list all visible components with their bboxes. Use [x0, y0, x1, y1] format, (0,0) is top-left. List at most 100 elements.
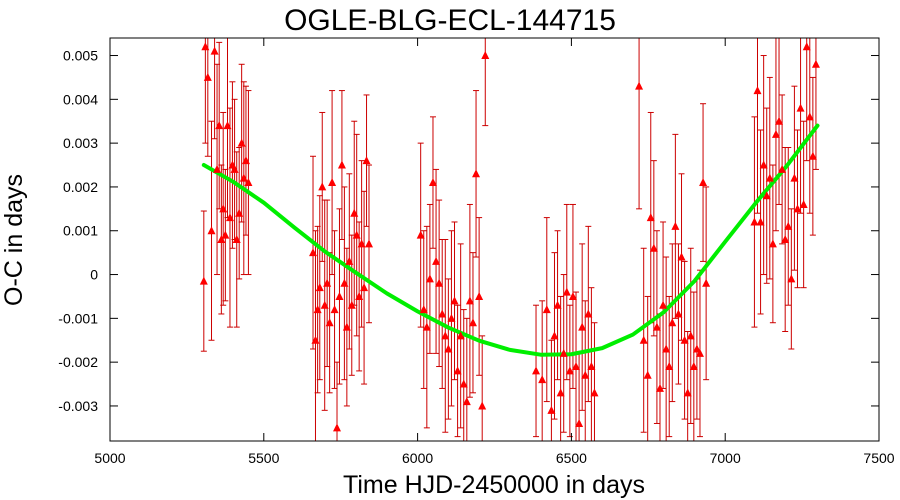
y-tick-label: -0.002	[58, 354, 98, 370]
data-point	[686, 331, 695, 340]
y-tick-label: 0.003	[63, 135, 98, 151]
fit-curve-layer	[201, 123, 820, 357]
data-point	[578, 322, 587, 331]
y-tick-label: 0.005	[63, 48, 98, 64]
error-bar	[812, 38, 819, 170]
data-point	[357, 239, 366, 248]
y-tick-label: -0.003	[58, 398, 98, 414]
data-point	[330, 305, 339, 314]
data-point	[532, 366, 541, 375]
data-point	[311, 335, 320, 344]
data-point	[468, 318, 477, 327]
data-point	[793, 204, 802, 213]
data-point	[221, 230, 230, 239]
data-point	[465, 296, 474, 305]
y-tick-label: 0	[90, 267, 98, 283]
data-point	[235, 208, 244, 217]
data-point	[435, 278, 444, 287]
data-point	[472, 169, 481, 178]
y-tick-label: -0.001	[58, 310, 98, 326]
data-point	[438, 309, 447, 318]
data-point	[668, 318, 677, 327]
y-tick-label: 0.004	[63, 91, 98, 107]
x-axis-label: Time HJD-2450000 in days	[343, 471, 645, 499]
chart-title: OGLE-BLG-ECL-144715	[284, 4, 616, 37]
data-point	[538, 375, 547, 384]
data-point	[350, 208, 359, 217]
data-point	[689, 362, 698, 371]
data-point	[425, 274, 434, 283]
error-bar	[754, 38, 761, 214]
data-point	[481, 51, 490, 60]
data-point	[683, 388, 692, 397]
data-point	[340, 278, 349, 287]
data-point	[210, 46, 219, 55]
data-point	[659, 300, 668, 309]
data-point	[811, 59, 820, 68]
x-tick-label: 7000	[710, 450, 741, 466]
data-point	[802, 42, 811, 51]
error-bars	[200, 38, 819, 441]
data-point	[237, 138, 246, 147]
data-point	[441, 331, 450, 340]
data-point	[459, 379, 468, 388]
data-point	[309, 248, 318, 257]
data-point	[559, 348, 568, 357]
error-bar	[636, 38, 643, 210]
data-point	[565, 366, 574, 375]
data-point	[762, 191, 771, 200]
data-point	[665, 362, 674, 371]
data-point	[808, 151, 817, 160]
data-point	[456, 331, 465, 340]
data-point	[213, 164, 222, 173]
data-point	[662, 344, 671, 353]
data-point	[562, 287, 571, 296]
data-point	[556, 388, 565, 397]
y-axis-label: O-C in days	[0, 174, 28, 306]
data-point	[787, 274, 796, 283]
data-point	[768, 239, 777, 248]
data-point	[784, 221, 793, 230]
x-tick-label: 6500	[556, 450, 587, 466]
data-point	[337, 160, 346, 169]
y-axis-ticks: 0.005 0.004 0.003 0.002 0.001 0 -0.001 -0.002 -0…	[58, 48, 879, 414]
data-point	[325, 318, 334, 327]
data-point	[572, 362, 581, 371]
data-point	[416, 230, 425, 239]
data-point	[320, 300, 329, 309]
data-point	[671, 221, 680, 230]
data-point	[652, 322, 661, 331]
data-point	[475, 291, 484, 300]
data-point	[750, 217, 759, 226]
data-point	[342, 322, 351, 331]
x-tick-label: 5000	[94, 450, 125, 466]
data-point	[553, 300, 562, 309]
data-point	[587, 362, 596, 371]
data-point	[643, 370, 652, 379]
data-point	[646, 213, 655, 222]
data-point	[355, 291, 364, 300]
data-point	[364, 239, 373, 248]
data-point	[239, 173, 248, 182]
data-point	[225, 213, 234, 222]
data-point	[771, 129, 780, 138]
data-point	[323, 278, 332, 287]
data-point	[575, 418, 584, 427]
data-point	[219, 204, 228, 213]
data-point	[639, 335, 648, 344]
data-point	[217, 235, 226, 243]
data-point	[799, 199, 808, 208]
data-point	[805, 112, 814, 121]
data-point	[328, 178, 337, 187]
data-point	[759, 160, 768, 169]
data-points	[199, 42, 820, 432]
data-point	[775, 116, 784, 125]
data-point	[444, 344, 453, 353]
data-point	[695, 348, 704, 357]
data-point	[584, 309, 593, 318]
data-point	[432, 256, 441, 265]
data-point	[315, 283, 324, 292]
data-point	[568, 291, 577, 300]
x-axis-ticks: 5000 5500 6000 6500 7000 7500	[94, 38, 895, 466]
